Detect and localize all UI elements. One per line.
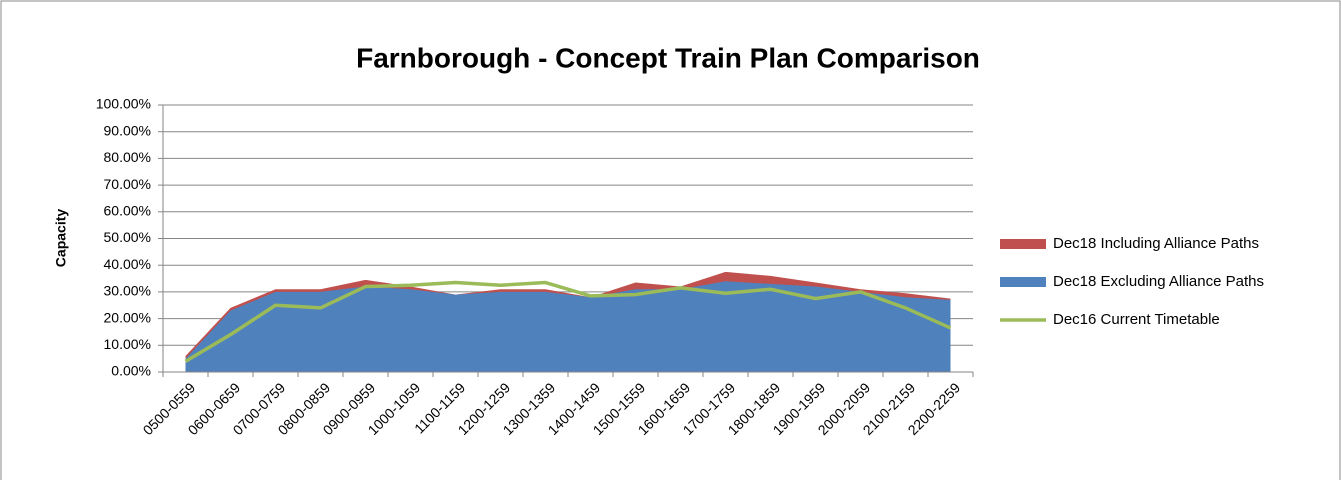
y-tick-label: 30.00%	[104, 283, 151, 299]
y-tick-label: 70.00%	[104, 176, 151, 192]
y-tick-label: 10.00%	[104, 336, 151, 352]
legend-swatch	[1000, 239, 1046, 249]
chart-title: Farnborough - Concept Train Plan Compari…	[356, 42, 980, 73]
y-tick-label: 100.00%	[96, 96, 151, 112]
legend-label: Dec18 Excluding Alliance Paths	[1053, 273, 1264, 290]
y-tick-label: 90.00%	[104, 122, 151, 138]
y-tick-label: 80.00%	[104, 149, 151, 165]
legend-swatch	[1000, 277, 1046, 287]
y-tick-label: 40.00%	[104, 256, 151, 272]
y-tick-label: 60.00%	[104, 203, 151, 219]
y-axis-title: Capacity	[53, 209, 69, 268]
area	[185, 281, 951, 372]
legend-label: Dec18 Including Alliance Paths	[1053, 235, 1259, 252]
legend-label: Dec16 Current Timetable	[1053, 311, 1220, 328]
y-tick-label: 50.00%	[104, 229, 151, 245]
y-tick-label: 0.00%	[111, 363, 151, 379]
y-tick-label: 20.00%	[104, 309, 151, 325]
line	[184, 280, 952, 363]
